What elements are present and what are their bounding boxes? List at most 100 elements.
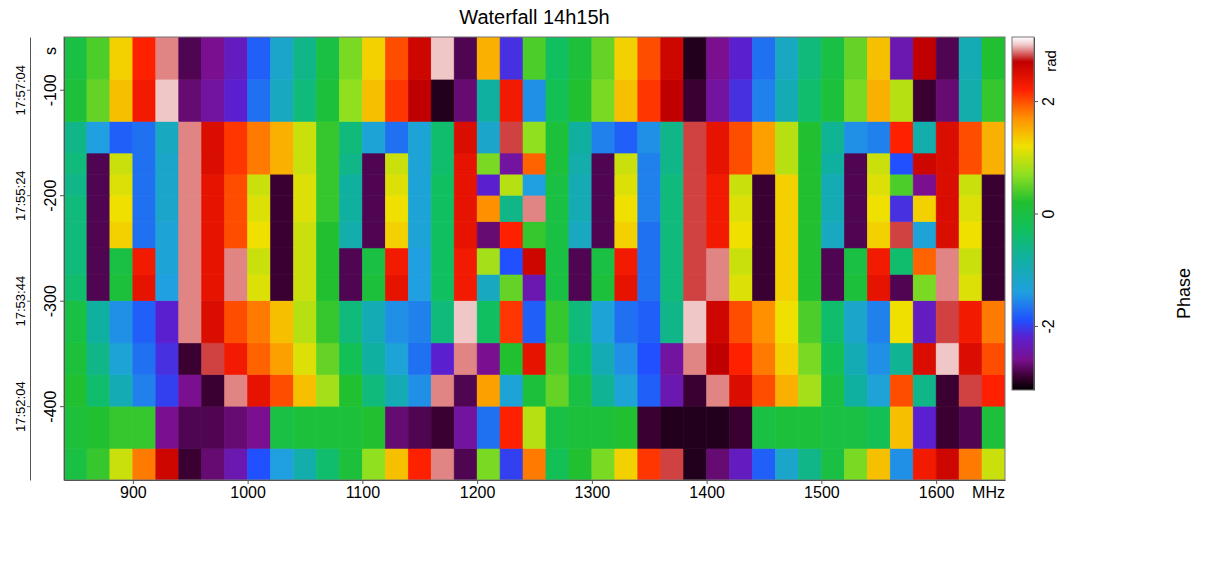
x-axis-title: MHz <box>972 484 1005 501</box>
heatmap-cell <box>798 406 821 448</box>
heatmap-cell <box>615 248 638 274</box>
heatmap-cell <box>477 301 500 343</box>
heatmap-cell <box>64 248 87 274</box>
heatmap-cell <box>821 79 844 121</box>
heatmap-cell <box>615 222 638 248</box>
heatmap-cell <box>730 222 753 248</box>
heatmap-cell <box>546 248 569 274</box>
heatmap-cell <box>844 343 867 375</box>
heatmap-cell <box>867 153 890 174</box>
heatmap-cell <box>844 301 867 343</box>
heatmap-cell <box>753 448 776 480</box>
heatmap-cell <box>248 195 271 221</box>
heatmap-cell <box>408 375 431 407</box>
heatmap-cell <box>959 406 982 448</box>
heatmap-cell <box>156 174 179 195</box>
heatmap-cell <box>913 195 936 221</box>
heatmap-cell <box>271 406 294 448</box>
heatmap-cell <box>225 37 248 79</box>
heatmap-cell <box>454 195 477 221</box>
heatmap-cell <box>546 121 569 153</box>
heatmap-cell <box>936 274 959 300</box>
heatmap-cell <box>684 195 707 221</box>
heatmap-cell <box>477 406 500 448</box>
heatmap-cell <box>959 301 982 343</box>
heatmap-cell <box>569 121 592 153</box>
tick: 1300 <box>575 480 611 501</box>
heatmap-cell <box>87 195 110 221</box>
heatmap-cell <box>316 222 339 248</box>
chart-title: Waterfall 14h15h <box>459 6 609 28</box>
heatmap-cell <box>202 343 225 375</box>
heatmap-cell <box>730 37 753 79</box>
heatmap-cell <box>110 448 133 480</box>
heatmap-cell <box>798 174 821 195</box>
heatmap-cell <box>821 222 844 248</box>
heatmap-cell <box>385 79 408 121</box>
tick-label: 0 <box>1040 209 1057 218</box>
heatmap-cell <box>867 121 890 153</box>
heatmap-cell <box>248 248 271 274</box>
heatmap-cell <box>179 448 202 480</box>
heatmap-cell <box>339 195 362 221</box>
heatmap-cell <box>661 375 684 407</box>
heatmap-cell <box>867 195 890 221</box>
heatmap-cell <box>339 79 362 121</box>
heatmap-cell <box>294 79 317 121</box>
heatmap-cell <box>753 37 776 79</box>
heatmap-cell <box>271 222 294 248</box>
heatmap-cell <box>202 448 225 480</box>
heatmap-cell <box>339 37 362 79</box>
heatmap-cell <box>87 79 110 121</box>
heatmap-cell <box>730 375 753 407</box>
heatmap-cell <box>339 248 362 274</box>
tick-label: -200 <box>42 180 59 212</box>
heatmap-cell <box>294 406 317 448</box>
heatmap-cell <box>179 195 202 221</box>
heatmap-cell <box>546 222 569 248</box>
heatmap-cell <box>592 153 615 174</box>
heatmap-cell <box>339 301 362 343</box>
tick-mark <box>60 90 64 91</box>
heatmap-cell <box>179 248 202 274</box>
heatmap-cell <box>133 79 156 121</box>
heatmap-cell <box>569 301 592 343</box>
heatmap-cell <box>959 174 982 195</box>
heatmap-cell <box>707 174 730 195</box>
heatmap-cell <box>638 274 661 300</box>
heatmap-cell <box>64 274 87 300</box>
heatmap-cell <box>179 274 202 300</box>
heatmap-cell <box>431 343 454 375</box>
heatmap-cell <box>316 153 339 174</box>
heatmap-cell <box>64 343 87 375</box>
heatmap-cell <box>661 406 684 448</box>
heatmap-cell <box>890 406 913 448</box>
heatmap-cell <box>87 406 110 448</box>
heatmap-cell <box>431 301 454 343</box>
heatmap-cell <box>844 37 867 79</box>
heatmap-cell <box>294 153 317 174</box>
heatmap-cell <box>844 448 867 480</box>
heatmap-cell <box>294 222 317 248</box>
heatmap-cell <box>730 121 753 153</box>
heatmap-cell <box>271 375 294 407</box>
heatmap-cell <box>133 222 156 248</box>
heatmap-cell <box>890 153 913 174</box>
heatmap-cell <box>661 174 684 195</box>
heatmap-cell <box>638 153 661 174</box>
heatmap-cell <box>294 375 317 407</box>
heatmap-cell <box>87 274 110 300</box>
heatmap-cell <box>661 195 684 221</box>
heatmap-cell <box>110 37 133 79</box>
heatmap-cell <box>454 274 477 300</box>
heatmap-cell <box>110 375 133 407</box>
heatmap-cell <box>707 301 730 343</box>
heatmap-cell <box>730 274 753 300</box>
heatmap-cell <box>684 121 707 153</box>
heatmap-cell <box>890 37 913 79</box>
heatmap-cell <box>913 406 936 448</box>
heatmap-cell <box>798 248 821 274</box>
heatmap-cell <box>156 37 179 79</box>
heatmap-cell <box>890 301 913 343</box>
heatmap-cell <box>592 343 615 375</box>
